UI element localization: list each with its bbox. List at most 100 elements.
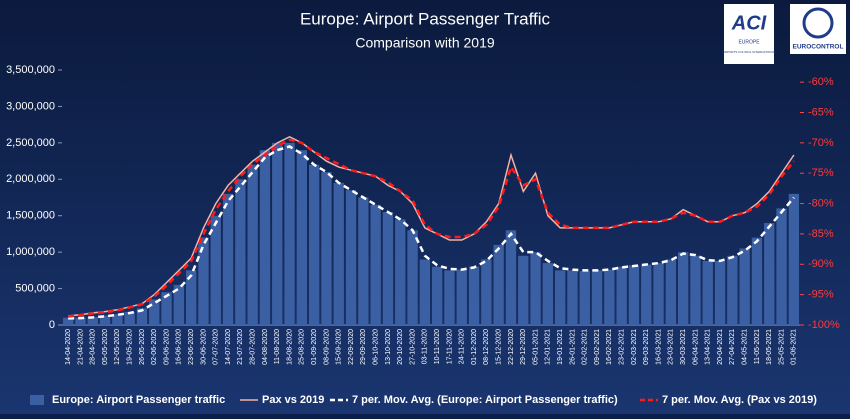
x-tick-label: 02-03-2021: [631, 329, 638, 365]
bar: [284, 142, 295, 325]
x-tick-label: 14-04-2020: [65, 329, 72, 365]
logo-ring: [802, 7, 834, 39]
x-tick-label: 08-09-2020: [323, 329, 330, 365]
bar: [641, 264, 652, 325]
x-tick-label: 12-01-2021: [545, 329, 552, 365]
x-tick-label: 28-07-2020: [249, 329, 256, 365]
y2-tick-label: -95%: [808, 289, 834, 301]
chart-subtitle: Comparison with 2019: [355, 35, 495, 51]
chart-title: Europe: Airport Passenger Traffic: [300, 9, 551, 28]
bar: [530, 252, 541, 325]
bar: [579, 271, 590, 325]
x-tick-label: 30-03-2021: [680, 329, 687, 365]
x-tick-label: 23-02-2021: [618, 329, 625, 365]
bar: [136, 308, 148, 325]
y2-tick-label: -65%: [808, 106, 834, 118]
bar: [235, 179, 246, 325]
logo-text: AIRPORTS COUNCIL INTERNATIONAL: [722, 50, 776, 54]
x-tick-label: 23-03-2021: [668, 329, 675, 365]
bar: [493, 244, 504, 325]
logo-text: EUROPE: [738, 39, 760, 45]
x-tick-label: 13-10-2020: [385, 329, 392, 365]
x-tick-label: 15-09-2020: [336, 329, 343, 365]
x-tick-label: 29-09-2020: [360, 329, 367, 365]
bar: [173, 284, 185, 325]
bar: [149, 299, 160, 325]
bar: [456, 269, 467, 325]
x-tick-label: 07-07-2020: [213, 329, 220, 365]
bar: [727, 255, 738, 325]
x-tick-label: 21-04-2020: [77, 329, 84, 365]
x-tick-label: 09-02-2021: [594, 329, 601, 365]
y-tick-label: 2,000,000: [6, 173, 55, 185]
x-tick-label: 01-12-2020: [471, 329, 478, 365]
bar: [161, 292, 172, 325]
y-tick-label: 1,000,000: [6, 246, 55, 258]
x-tick-label: 09-06-2020: [163, 329, 170, 365]
aci-logo: ACI EUROPE AIRPORTS COUNCIL INTERNATIONA…: [722, 4, 776, 64]
bar: [382, 212, 394, 325]
bar: [75, 317, 86, 325]
x-tick-label: 27-10-2020: [409, 329, 416, 365]
x-tick-label: 06-04-2021: [692, 329, 699, 365]
x-tick-label: 25-08-2020: [299, 329, 306, 365]
bar: [222, 193, 234, 325]
moving-average-line: [68, 145, 795, 320]
y-tick-label: 2,500,000: [6, 137, 55, 149]
y2-tick-label: -90%: [808, 258, 834, 270]
x-tick-label: 06-10-2020: [372, 329, 379, 365]
bar: [604, 269, 615, 325]
x-tick-label: 24-11-2020: [459, 329, 466, 364]
x-tick-label: 18-05-2021: [766, 329, 773, 365]
bar: [751, 237, 763, 325]
x-tick-label: 15-12-2020: [495, 329, 502, 365]
bar: [308, 164, 320, 325]
bar: [505, 230, 517, 325]
legend-label: Pax vs 2019: [262, 394, 324, 406]
bar: [554, 270, 566, 325]
bar: [259, 150, 271, 325]
x-tick-label: 04-05-2021: [741, 329, 748, 365]
x-tick-label: 20-10-2020: [397, 329, 404, 365]
x-tick-label: 05-01-2021: [532, 329, 539, 365]
legend-label: 7 per. Mov. Avg. (Europe: Airport Passen…: [352, 394, 618, 406]
bar: [739, 248, 750, 325]
bar: [653, 263, 664, 325]
x-tick-label: 01-09-2020: [311, 329, 318, 365]
bar: [665, 259, 677, 325]
y2-tick-label: -60%: [808, 76, 834, 88]
bar: [444, 270, 455, 325]
y2-tick-label: -85%: [808, 228, 834, 240]
bar: [567, 270, 578, 325]
logo-text: EUROCONTROL: [793, 44, 844, 51]
x-tick-label: 19-01-2021: [557, 329, 564, 365]
y-tick-label: 3,000,000: [6, 100, 55, 112]
bar: [210, 215, 221, 325]
bar: [690, 255, 701, 325]
x-tick-label: 30-06-2020: [200, 329, 207, 365]
bar: [628, 265, 640, 325]
bar: [112, 314, 123, 325]
x-tick-label: 11-08-2020: [274, 329, 281, 364]
x-tick-label: 03-11-2020: [422, 329, 429, 364]
legend-label: Europe: Airport Passenger traffic: [52, 394, 225, 406]
x-tick-label: 25-05-2021: [778, 329, 785, 365]
x-tick-label: 22-09-2020: [348, 329, 355, 365]
bar: [370, 204, 381, 325]
x-tick-label: 23-06-2020: [188, 329, 195, 365]
bar: [62, 317, 74, 325]
x-tick-label: 12-05-2020: [114, 329, 121, 365]
y-tick-label: 3,500,000: [6, 64, 55, 76]
bar: [677, 252, 689, 325]
x-tick-label: 18-08-2020: [286, 329, 293, 365]
x-tick-label: 16-03-2021: [655, 329, 662, 365]
eurocontrol-logo: EUROCONTROL: [790, 4, 846, 54]
x-tick-label: 05-05-2020: [102, 329, 109, 365]
x-tick-label: 19-05-2020: [126, 329, 133, 365]
bar: [87, 316, 98, 325]
x-tick-label: 14-07-2020: [225, 329, 232, 365]
bar: [616, 266, 627, 325]
x-tick-label: 16-02-2021: [606, 329, 613, 365]
x-tick-label: 16-06-2020: [176, 329, 183, 365]
